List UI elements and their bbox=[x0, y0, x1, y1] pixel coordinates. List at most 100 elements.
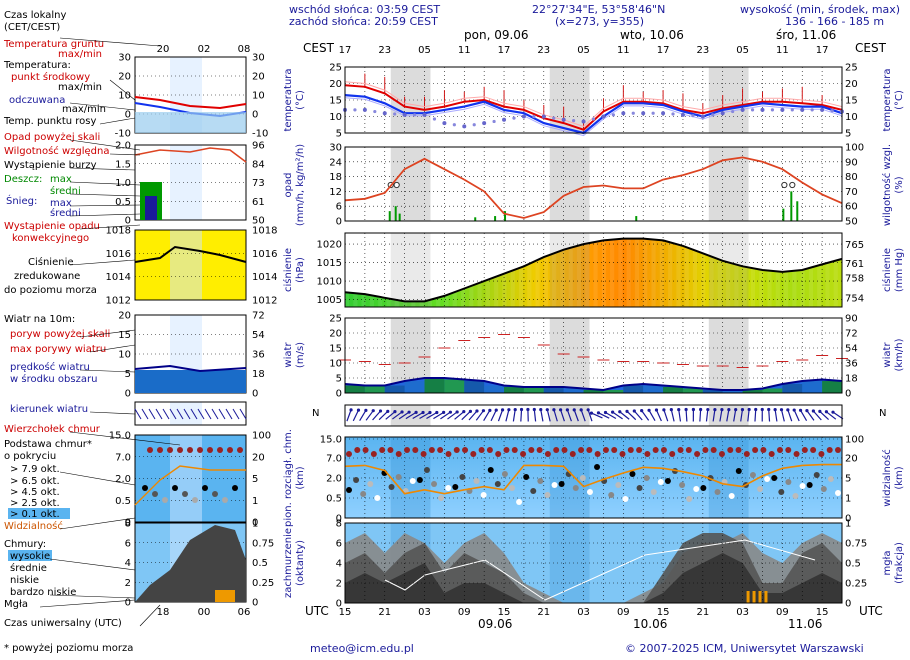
ytick-label: 0.5 bbox=[326, 494, 342, 505]
pressure-stripe bbox=[402, 233, 408, 307]
wind-arrow bbox=[719, 409, 723, 422]
dewpoint-point bbox=[432, 117, 437, 121]
cloud-base-point bbox=[452, 484, 459, 490]
cloud-cover-series bbox=[345, 523, 842, 603]
night-band-dir-2 bbox=[708, 405, 749, 426]
cloud-top-point bbox=[826, 447, 833, 453]
mini-wind-line bbox=[134, 364, 247, 373]
cloud-top-point bbox=[818, 451, 825, 457]
ytick-label: 4 bbox=[336, 559, 342, 570]
wind-arrow bbox=[648, 409, 656, 422]
mini-ytick-label: -10 bbox=[115, 129, 131, 140]
legend-leader-line bbox=[139, 604, 161, 627]
wind-speed-block bbox=[682, 388, 703, 393]
wind-arrow bbox=[497, 409, 504, 422]
wind-arrow bbox=[468, 410, 478, 421]
legend-leader-line bbox=[79, 224, 141, 230]
pressure-stripe bbox=[593, 233, 598, 307]
mini-ytick-label: 10 bbox=[118, 91, 131, 102]
wind-arrow bbox=[740, 409, 744, 422]
top-hour-label: 23 bbox=[696, 45, 709, 56]
mini-ytick-label-right: 1 bbox=[252, 519, 258, 530]
wind-arrow bbox=[365, 410, 374, 421]
wind-arrow bbox=[587, 409, 593, 422]
frame-wind bbox=[344, 317, 843, 394]
ytick-label: 0 bbox=[336, 389, 342, 400]
cloud-top-point bbox=[478, 447, 485, 453]
cloud-top-point bbox=[503, 447, 510, 453]
pressure-stripe bbox=[568, 233, 573, 307]
ytick-label: 0 bbox=[336, 217, 342, 228]
wind-arrow bbox=[598, 412, 610, 419]
cloud-top-point bbox=[710, 447, 717, 453]
legend-cloud-base-2: o pokryciu bbox=[4, 451, 56, 462]
prec-axis-right-unit: (%) bbox=[894, 176, 905, 193]
storm-marker bbox=[393, 181, 400, 189]
cloud-base-series bbox=[344, 437, 842, 518]
wind-arrow-head bbox=[559, 408, 563, 412]
top-hour-label: 17 bbox=[498, 45, 511, 56]
cloud-top-point bbox=[652, 447, 659, 453]
mini-ytick-label: 15 bbox=[118, 330, 131, 341]
cloud-top-point bbox=[718, 451, 725, 457]
cloud-top-point bbox=[404, 447, 411, 453]
ytick-label: 1 bbox=[845, 494, 851, 505]
cloud-base-point bbox=[679, 482, 686, 488]
pressure-stripe bbox=[353, 233, 358, 307]
pressure-stripe bbox=[460, 233, 466, 307]
footer-email[interactable]: meteo@icm.edu.pl bbox=[310, 642, 414, 655]
night-band-pres bbox=[708, 233, 749, 307]
cloud-base-point bbox=[501, 471, 508, 477]
cov-axis-left-unit: (oktanty) bbox=[295, 540, 306, 586]
cloud-top-point bbox=[627, 447, 634, 453]
cloud-base-point bbox=[395, 474, 402, 480]
pressure-stripe bbox=[734, 233, 739, 307]
dewpoint-point bbox=[452, 123, 456, 127]
cloud-base-point bbox=[487, 467, 494, 473]
dewpoint-point bbox=[382, 111, 387, 116]
wind-arrow bbox=[793, 409, 800, 422]
legend-leader-line bbox=[69, 102, 136, 111]
wind-arrow-head bbox=[378, 409, 383, 413]
mini-night-band bbox=[170, 435, 202, 522]
wind-speed-block bbox=[543, 387, 564, 393]
mini-ytick-label: 2.0 bbox=[115, 474, 131, 485]
ytick-label: 1020 bbox=[317, 240, 342, 251]
wind-series bbox=[339, 334, 848, 393]
pressure-stripe bbox=[378, 233, 383, 307]
cloud-top-point bbox=[636, 447, 643, 453]
mini-ytick-label-right: 50 bbox=[252, 216, 265, 227]
mini-ytick-label: 0 bbox=[125, 389, 131, 400]
wind-arrow bbox=[780, 409, 785, 422]
cov-axis-right-unit: (frakcja) bbox=[894, 542, 905, 584]
footer-copyright: © 2007-2025 ICM, Uniwersytet Warszawski bbox=[625, 642, 864, 655]
tz-top-right: CEST bbox=[855, 41, 887, 55]
mini-bottom-hour: 06 bbox=[238, 607, 251, 618]
mini-ytick-label-right: 5 bbox=[252, 474, 258, 485]
legend-leader-line bbox=[69, 167, 136, 171]
legend-leader-line bbox=[79, 369, 136, 373]
dewpoint-point bbox=[442, 121, 447, 126]
bottom-hour-label: 09 bbox=[458, 607, 471, 618]
mini-panel-frame bbox=[134, 144, 247, 221]
wind-speed-block bbox=[603, 390, 624, 393]
wind-arrow bbox=[398, 411, 410, 420]
wind-arrow-head bbox=[677, 407, 681, 412]
wind-arrow-head bbox=[603, 410, 608, 415]
height-title: wysokość (min, środek, max) bbox=[740, 3, 900, 16]
legend-mid: średnie bbox=[10, 562, 47, 574]
wind-speed-block bbox=[345, 385, 365, 393]
mini-night-band bbox=[170, 402, 202, 425]
series-pressure bbox=[344, 237, 843, 303]
mini-wind-arrow bbox=[218, 408, 226, 420]
footer-note: * powyżej poziomu morza bbox=[4, 643, 133, 654]
mini-ytick-label-right: 0 bbox=[252, 518, 258, 529]
pressure-stripe bbox=[717, 233, 722, 307]
bottom-hour-label: 15 bbox=[339, 607, 352, 618]
mini-ytick-label-right: 20 bbox=[252, 452, 265, 463]
cloud-top-point bbox=[445, 451, 452, 457]
ytick-label: 90 bbox=[845, 314, 858, 325]
pressure-stripe bbox=[394, 233, 399, 307]
ytick-label: 0 bbox=[845, 389, 851, 400]
wind-speed-block bbox=[464, 381, 485, 393]
